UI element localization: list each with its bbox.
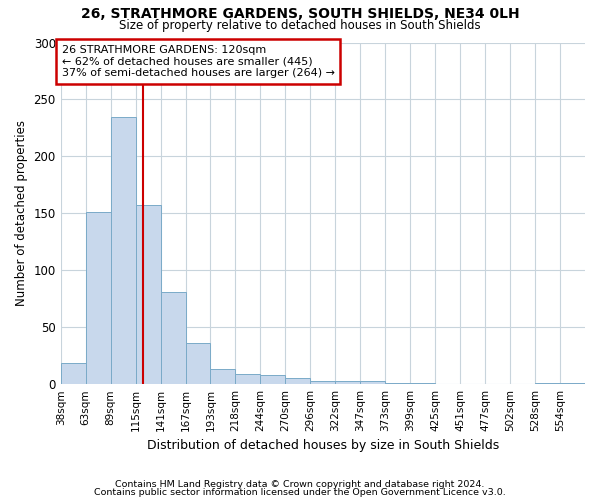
Text: Contains public sector information licensed under the Open Government Licence v3: Contains public sector information licen…	[94, 488, 506, 497]
X-axis label: Distribution of detached houses by size in South Shields: Distribution of detached houses by size …	[147, 440, 499, 452]
Bar	[410, 383, 435, 384]
Bar	[110, 116, 136, 384]
Text: 26, STRATHMORE GARDENS, SOUTH SHIELDS, NE34 0LH: 26, STRATHMORE GARDENS, SOUTH SHIELDS, N…	[80, 8, 520, 22]
Bar	[136, 206, 161, 384]
Bar	[211, 370, 235, 384]
Bar	[235, 374, 260, 384]
Text: Size of property relative to detached houses in South Shields: Size of property relative to detached ho…	[119, 19, 481, 32]
Bar	[560, 383, 585, 384]
Bar	[86, 212, 110, 384]
Text: Contains HM Land Registry data © Crown copyright and database right 2024.: Contains HM Land Registry data © Crown c…	[115, 480, 485, 489]
Bar	[385, 383, 410, 384]
Y-axis label: Number of detached properties: Number of detached properties	[15, 120, 28, 306]
Bar	[360, 381, 385, 384]
Bar	[535, 383, 560, 384]
Bar	[161, 292, 185, 384]
Bar	[260, 375, 286, 384]
Bar	[335, 381, 360, 384]
Bar	[310, 381, 335, 384]
Bar	[185, 343, 211, 384]
Bar	[61, 362, 86, 384]
Text: 26 STRATHMORE GARDENS: 120sqm
← 62% of detached houses are smaller (445)
37% of : 26 STRATHMORE GARDENS: 120sqm ← 62% of d…	[62, 45, 335, 78]
Bar	[286, 378, 310, 384]
